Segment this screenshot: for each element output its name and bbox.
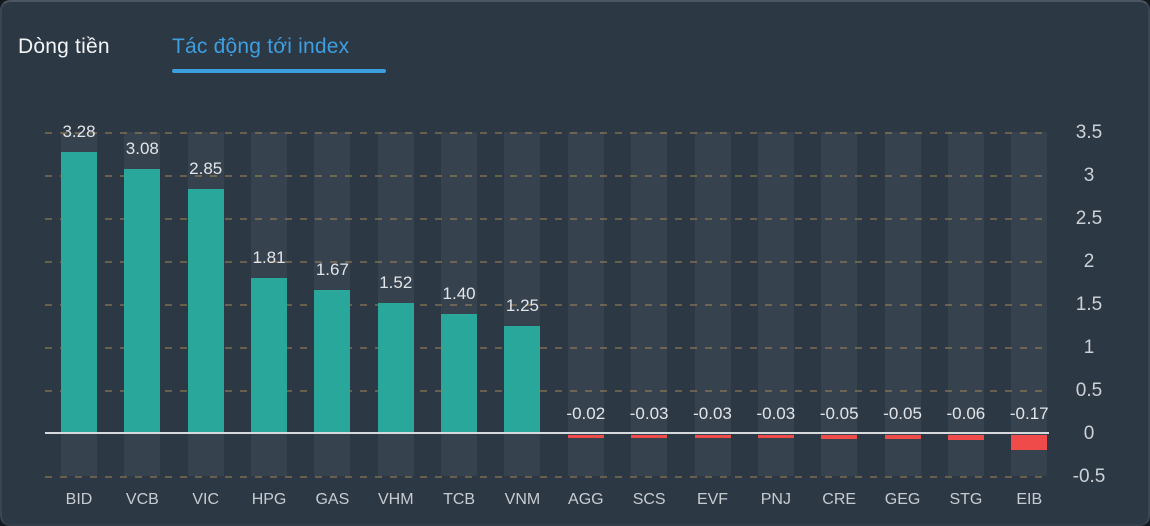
y-axis-tick-0: 0 <box>1083 423 1095 444</box>
bar-background-band-agg <box>567 132 604 476</box>
bar-value-label-agg: -0.02 <box>566 404 606 423</box>
bar-value-label-vnm: 1.25 <box>505 296 539 315</box>
bar-value-label-vhm: 1.52 <box>379 273 413 292</box>
bar-value-label-tcb: 1.40 <box>442 284 476 303</box>
bar-stg[interactable] <box>947 435 984 440</box>
x-axis-label-agg: AGG <box>568 491 604 508</box>
bar-value-label-evf: -0.03 <box>693 404 732 423</box>
x-axis-label-hpg: HPG <box>251 491 287 508</box>
bar-gas[interactable] <box>314 290 351 434</box>
x-axis-label-vnm: VNM <box>504 491 541 508</box>
gridline-2 <box>45 261 1049 263</box>
gridline-1.5 <box>45 304 1049 306</box>
bar-hpg[interactable] <box>251 278 288 434</box>
x-axis-label-pnj: PNJ <box>760 491 791 508</box>
bar-scs[interactable] <box>631 435 668 438</box>
bar-cre[interactable] <box>821 435 858 439</box>
y-axis-tick--0.5: -0.5 <box>1072 466 1106 487</box>
bar-bid[interactable] <box>61 152 97 434</box>
bar-value-label-cre: -0.05 <box>819 404 859 423</box>
bar-background-band-eib <box>1011 132 1048 476</box>
y-axis-tick-3: 3 <box>1083 165 1095 186</box>
x-axis-label-evf: EVF <box>696 491 729 508</box>
bar-vcb[interactable] <box>124 169 161 434</box>
bar-value-label-vic: 2.85 <box>189 159 223 178</box>
bar-vic[interactable] <box>187 189 224 434</box>
bar-background-band-pnj <box>757 132 794 476</box>
x-axis-label-geg: GEG <box>884 491 921 508</box>
gridline-3.5 <box>45 132 1049 134</box>
y-axis-tick-2: 2 <box>1083 251 1095 272</box>
tab-dong-tien[interactable]: Dòng tiền <box>18 35 110 58</box>
bar-background-band-scs <box>631 132 668 476</box>
x-axis-label-vhm: VHM <box>377 491 414 508</box>
x-axis-label-gas: GAS <box>315 491 350 508</box>
bar-value-label-stg: -0.06 <box>946 404 986 423</box>
bar-vhm[interactable] <box>377 303 414 434</box>
bar-value-label-gas: 1.67 <box>315 260 349 279</box>
gridline-1 <box>45 347 1049 349</box>
y-axis-tick-0.5: 0.5 <box>1075 380 1103 401</box>
bar-background-band-evf <box>694 132 731 476</box>
y-axis-tick-1.5: 1.5 <box>1075 294 1103 315</box>
bar-value-label-geg: -0.05 <box>883 404 922 423</box>
gridline--0.5 <box>45 476 1049 478</box>
bar-vnm[interactable] <box>504 326 541 434</box>
gridline-3 <box>45 175 1049 177</box>
zero-axis-line <box>45 432 1049 434</box>
gridline-2.5 <box>45 218 1049 220</box>
bar-background-band-stg <box>947 132 984 476</box>
x-axis-label-vcb: VCB <box>125 491 159 508</box>
x-axis-label-cre: CRE <box>822 491 857 508</box>
y-axis-tick-1: 1 <box>1083 337 1095 358</box>
gridline-0.5 <box>45 390 1049 392</box>
bar-background-band-geg <box>884 132 921 476</box>
bar-agg[interactable] <box>567 435 604 438</box>
bar-tcb[interactable] <box>441 314 478 434</box>
bar-value-label-pnj: -0.03 <box>756 404 796 423</box>
x-axis-label-tcb: TCB <box>443 491 476 508</box>
bar-evf[interactable] <box>694 435 731 438</box>
bar-value-label-scs: -0.03 <box>629 404 669 423</box>
bar-eib[interactable] <box>1011 435 1048 450</box>
x-axis-label-stg: STG <box>949 491 983 508</box>
bar-geg[interactable] <box>884 435 921 439</box>
bar-pnj[interactable] <box>757 435 794 438</box>
bar-value-label-vcb: 3.08 <box>125 139 159 158</box>
bar-background-band-cre <box>821 132 858 476</box>
bar-value-label-hpg: 1.81 <box>252 248 286 267</box>
x-axis-label-vic: VIC <box>192 491 220 508</box>
x-axis-label-bid: BID <box>65 491 93 508</box>
bar-value-label-eib: -0.17 <box>1009 404 1049 423</box>
tab-tac-dong-toi-index[interactable]: Tác động tới index <box>172 35 350 58</box>
y-axis-tick-2.5: 2.5 <box>1075 208 1103 229</box>
y-axis-tick-3.5: 3.5 <box>1075 122 1103 143</box>
active-tab-underline <box>172 69 386 73</box>
bar-value-label-bid: 3.28 <box>62 122 96 141</box>
x-axis-label-scs: SCS <box>632 491 666 508</box>
x-axis-label-eib: EIB <box>1016 491 1043 508</box>
